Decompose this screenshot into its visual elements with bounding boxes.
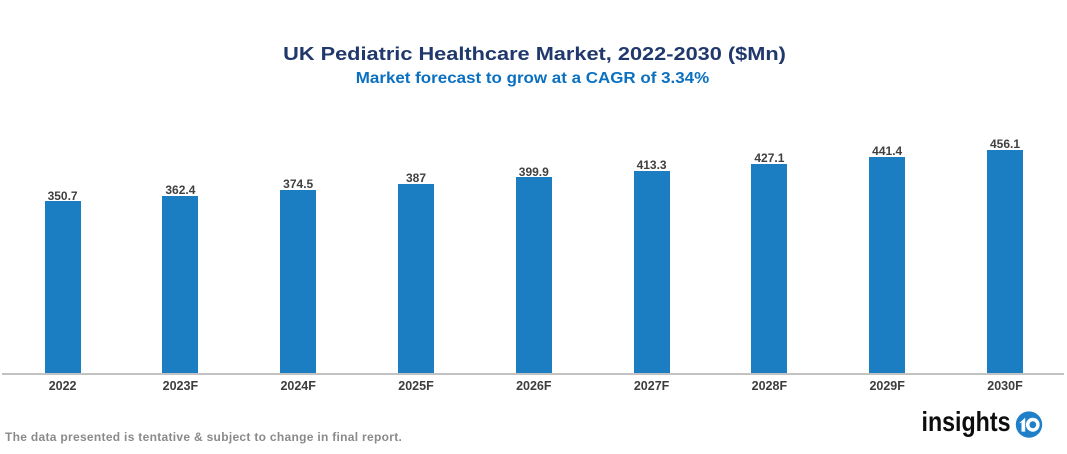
svg-text:insights: insights	[922, 406, 1011, 437]
